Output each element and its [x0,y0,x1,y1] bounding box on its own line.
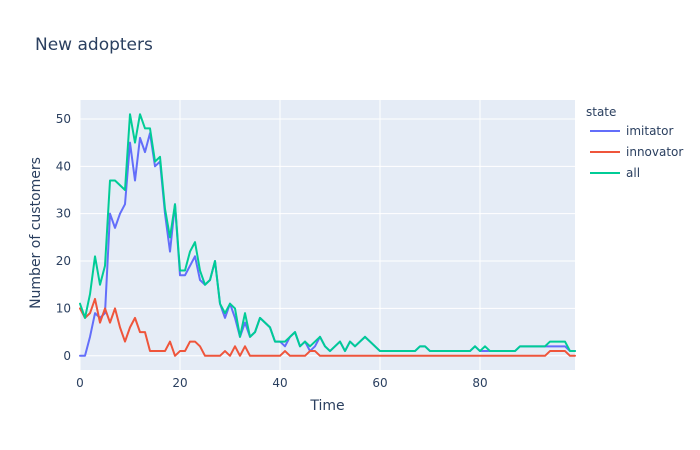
y-tick-label: 10 [56,301,71,315]
legend-item-imitator[interactable]: imitator [590,124,673,138]
legend-label: imitator [626,124,673,138]
y-tick-label: 20 [56,254,71,268]
legend-item-innovator[interactable]: innovator [590,145,683,159]
x-tick-label: 20 [172,376,187,390]
y-tick-label: 0 [63,349,71,363]
legend-label: all [626,166,640,180]
y-axis-label: Number of customers [28,157,44,309]
legend-item-all[interactable]: all [590,166,640,180]
x-tick-label: 60 [372,376,387,390]
y-axis-ticks: 0 10 20 30 40 50 [56,112,71,363]
chart-title: New adopters [35,35,153,55]
legend-label: innovator [626,145,683,159]
legend[interactable]: state imitator innovator all [586,105,683,180]
series-line-innovator [79,297,576,357]
series-line-all [79,113,576,353]
y-tick-label: 30 [56,207,71,221]
x-axis-label: Time [309,398,344,414]
series-layer [79,113,576,357]
x-tick-label: 0 [76,376,84,390]
y-tick-label: 50 [56,112,71,126]
legend-title: state [586,105,616,119]
x-tick-label: 40 [272,376,287,390]
x-tick-label: 80 [472,376,487,390]
plot-area [80,100,575,370]
x-gridlines [79,100,481,370]
x-axis-ticks: 0 20 40 60 80 [76,376,487,390]
y-tick-label: 40 [56,159,71,173]
